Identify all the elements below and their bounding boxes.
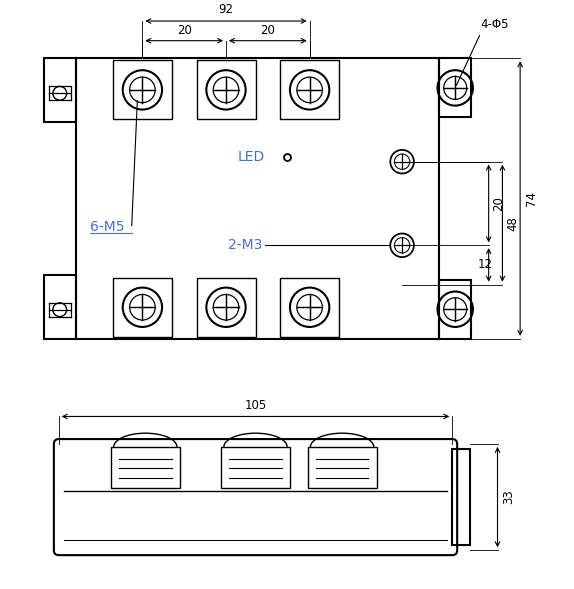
Text: 2-M3: 2-M3 bbox=[228, 239, 262, 252]
Bar bbox=[76, 58, 440, 339]
Text: 92: 92 bbox=[219, 3, 234, 16]
Bar bbox=[440, 58, 471, 117]
Bar bbox=[196, 60, 255, 120]
Text: 20: 20 bbox=[177, 24, 192, 37]
Text: 20: 20 bbox=[492, 196, 506, 211]
Text: LED: LED bbox=[238, 150, 265, 164]
Text: 12: 12 bbox=[477, 259, 492, 272]
Text: 33: 33 bbox=[502, 489, 515, 505]
Text: 74: 74 bbox=[525, 191, 538, 206]
Bar bbox=[111, 447, 180, 488]
Text: 6-M5: 6-M5 bbox=[90, 220, 125, 234]
Text: 20: 20 bbox=[261, 24, 276, 37]
Bar bbox=[221, 447, 290, 488]
Text: 4-Φ5: 4-Φ5 bbox=[481, 18, 509, 31]
Bar bbox=[440, 280, 471, 339]
Text: 105: 105 bbox=[245, 399, 267, 412]
Bar bbox=[113, 278, 172, 337]
Bar bbox=[280, 278, 339, 337]
Text: 48: 48 bbox=[506, 216, 519, 231]
Bar bbox=[308, 447, 377, 488]
Bar bbox=[113, 60, 172, 120]
Bar bbox=[280, 60, 339, 120]
Bar bbox=[196, 278, 255, 337]
Bar bbox=[44, 58, 76, 123]
Bar bbox=[452, 449, 470, 545]
Bar bbox=[44, 275, 76, 339]
